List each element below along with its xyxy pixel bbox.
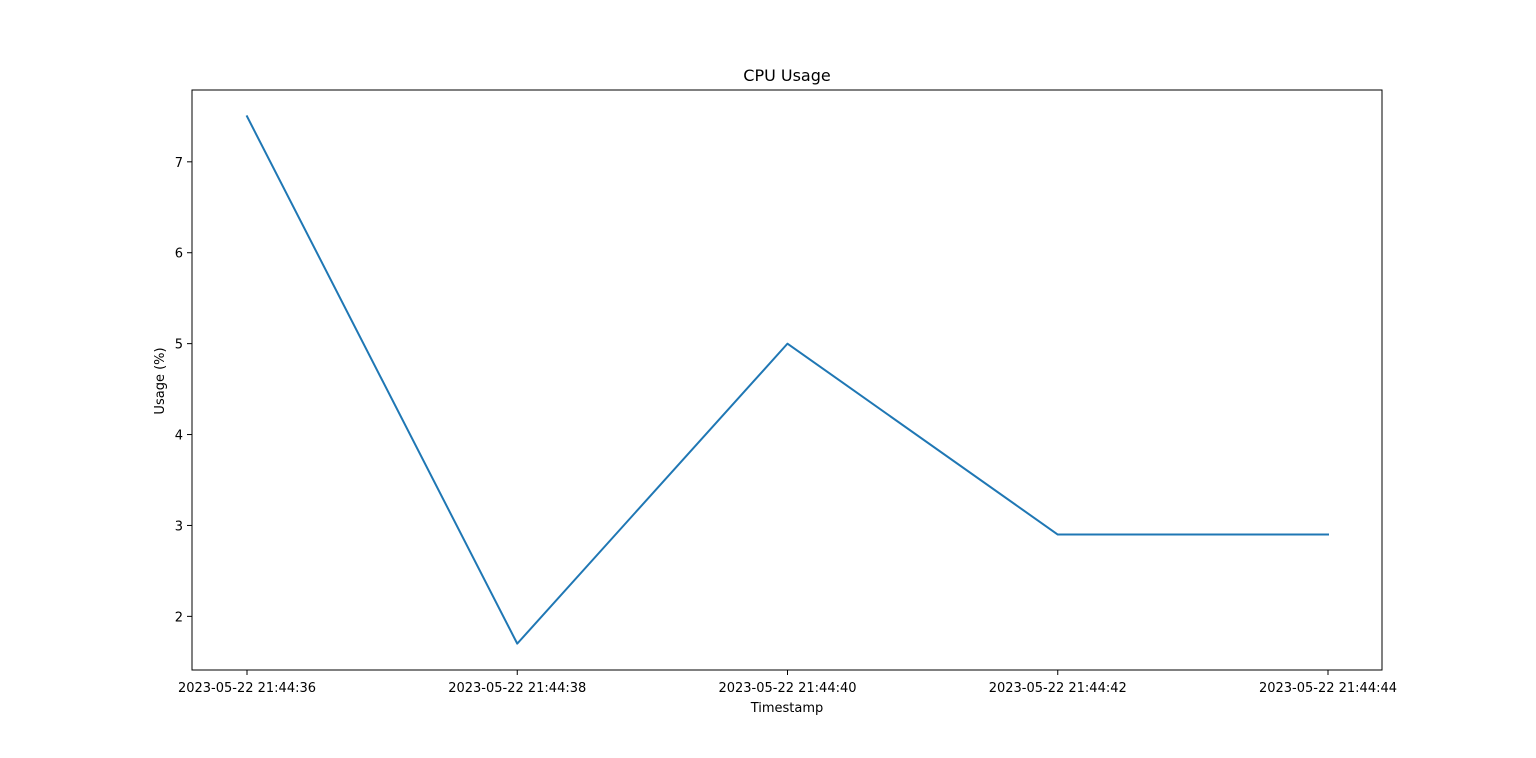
x-tick-label: 2023-05-22 21:44:36: [178, 681, 316, 696]
x-axis-label: Timestamp: [750, 701, 824, 716]
y-axis-label: Usage (%): [153, 347, 168, 414]
y-tick-label: 4: [175, 429, 183, 444]
series-line: [245, 115, 1329, 645]
y-tick-label: 2: [175, 610, 183, 625]
y-tick-label: 6: [175, 247, 183, 262]
x-axis-ticks: 2023-05-22 21:44:36 2023-05-22 21:44:38 20…: [178, 670, 1397, 696]
y-tick-label: 7: [175, 156, 183, 171]
x-tick-label: 2023-05-22 21:44:42: [989, 681, 1127, 696]
series-layer: [245, 115, 1329, 645]
y-tick-label: 5: [175, 338, 183, 353]
y-tick-label: 3: [175, 519, 183, 534]
x-tick-label: 2023-05-22 21:44:40: [718, 681, 856, 696]
chart-title: CPU Usage: [743, 66, 830, 85]
x-tick-label: 2023-05-22 21:44:38: [448, 681, 586, 696]
plot-area-frame: [191, 89, 1383, 671]
x-tick-label: 2023-05-22 21:44:44: [1259, 681, 1397, 696]
y-axis-ticks: 2 3 4 5 6 7: [175, 156, 192, 625]
